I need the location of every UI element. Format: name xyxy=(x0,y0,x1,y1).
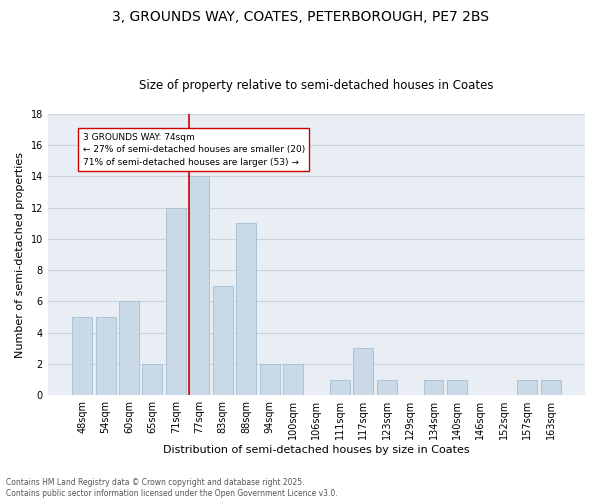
Bar xyxy=(95,317,116,395)
Bar xyxy=(236,224,256,395)
Bar xyxy=(190,176,209,395)
Title: Size of property relative to semi-detached houses in Coates: Size of property relative to semi-detach… xyxy=(139,79,494,92)
Bar xyxy=(142,364,163,395)
Bar xyxy=(72,317,92,395)
Bar xyxy=(447,380,467,395)
Bar xyxy=(283,364,303,395)
Bar xyxy=(517,380,537,395)
Bar xyxy=(119,302,139,395)
Y-axis label: Number of semi-detached properties: Number of semi-detached properties xyxy=(15,152,25,358)
X-axis label: Distribution of semi-detached houses by size in Coates: Distribution of semi-detached houses by … xyxy=(163,445,470,455)
Bar xyxy=(377,380,397,395)
Bar xyxy=(213,286,233,395)
Bar xyxy=(353,348,373,395)
Bar xyxy=(424,380,443,395)
Bar xyxy=(330,380,350,395)
Bar xyxy=(541,380,560,395)
Text: Contains HM Land Registry data © Crown copyright and database right 2025.
Contai: Contains HM Land Registry data © Crown c… xyxy=(6,478,338,498)
Text: 3, GROUNDS WAY, COATES, PETERBOROUGH, PE7 2BS: 3, GROUNDS WAY, COATES, PETERBOROUGH, PE… xyxy=(112,10,488,24)
Text: 3 GROUNDS WAY: 74sqm
← 27% of semi-detached houses are smaller (20)
71% of semi-: 3 GROUNDS WAY: 74sqm ← 27% of semi-detac… xyxy=(83,132,305,166)
Bar xyxy=(166,208,186,395)
Bar xyxy=(260,364,280,395)
